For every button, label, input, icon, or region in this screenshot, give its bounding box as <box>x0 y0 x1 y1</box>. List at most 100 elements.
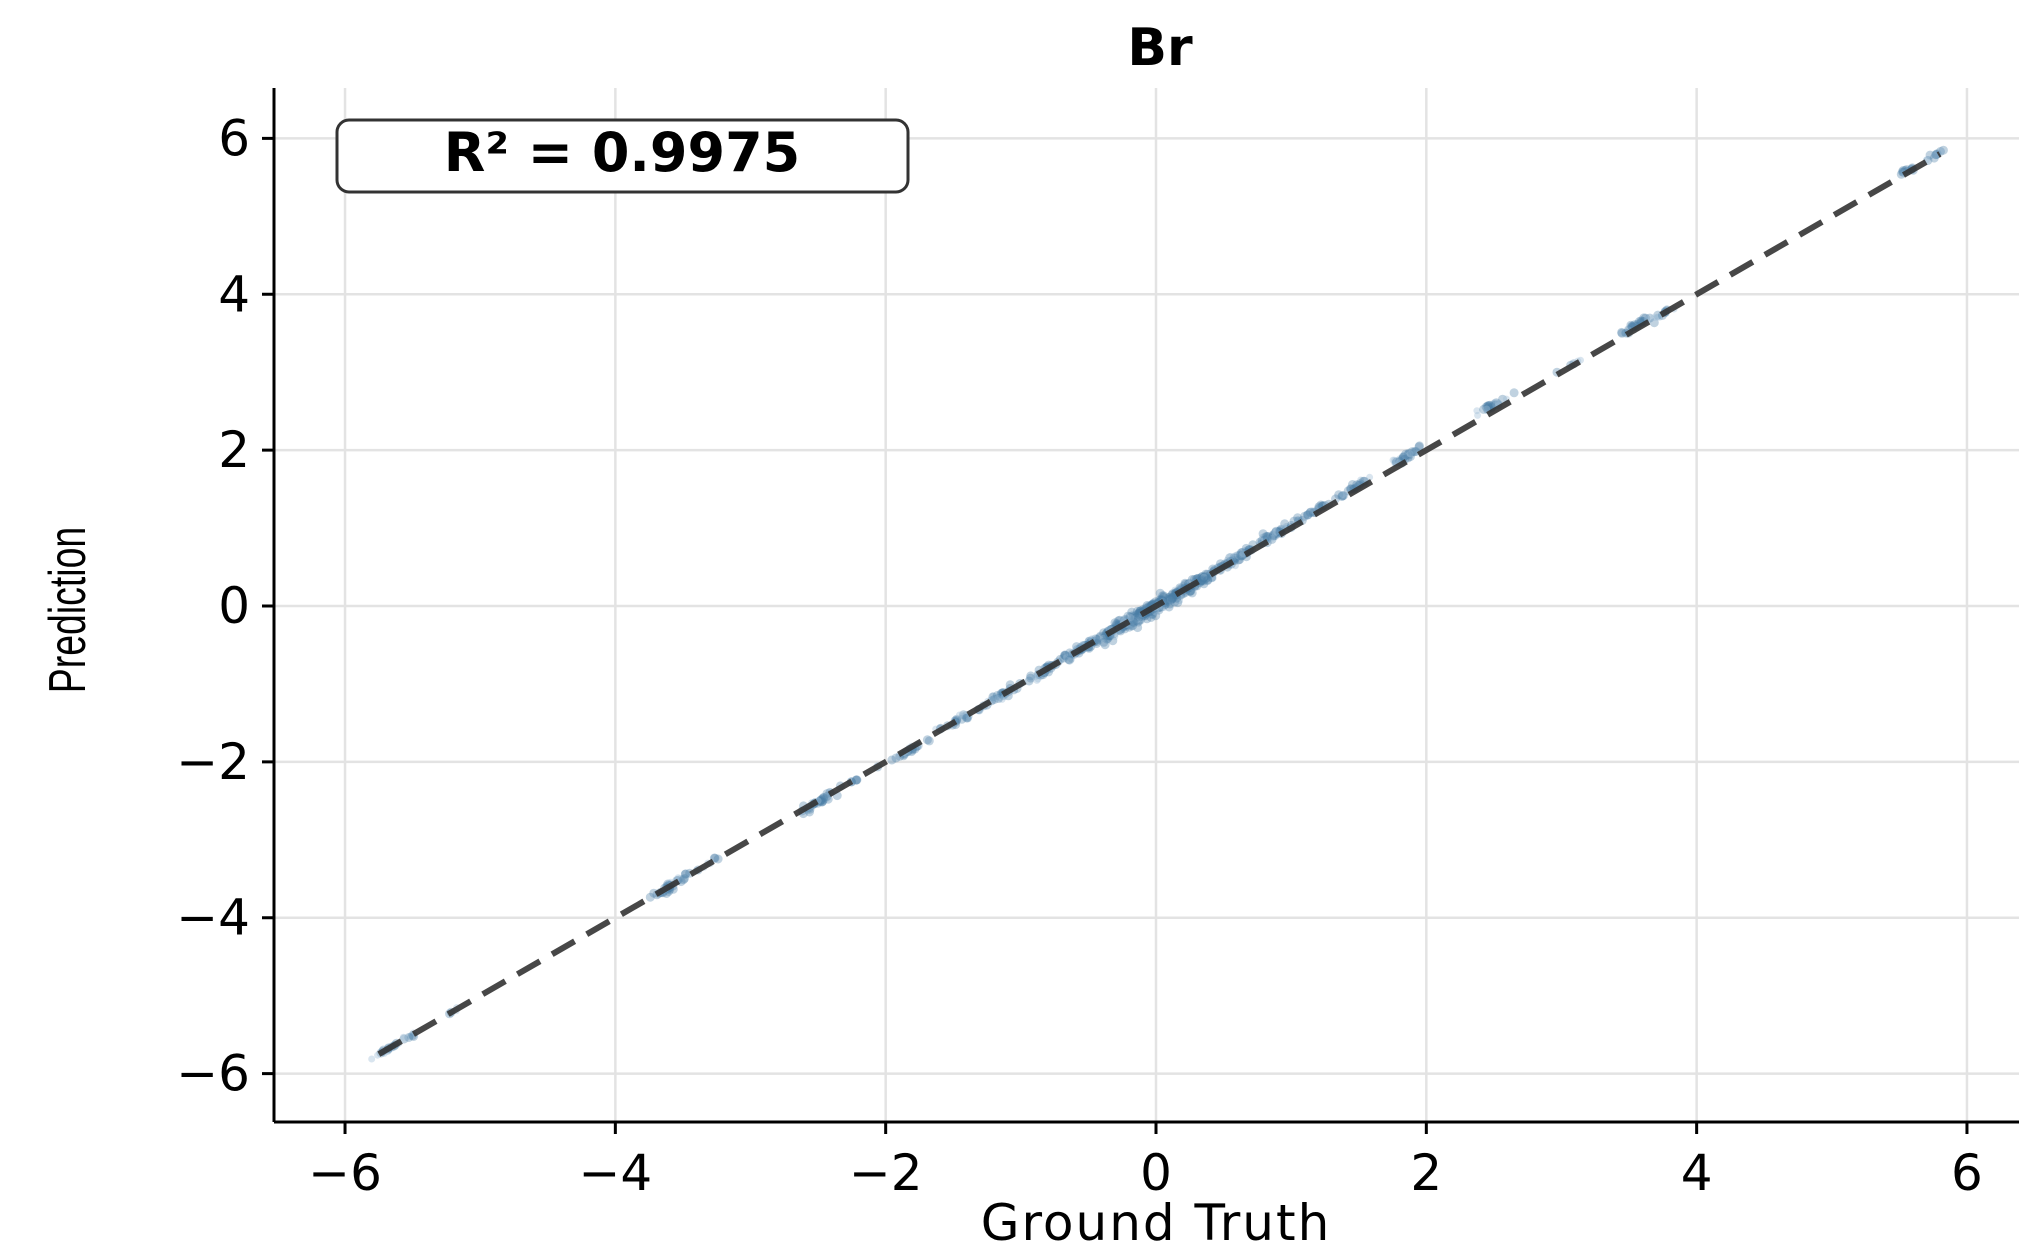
scatter-point <box>680 869 690 879</box>
scatter-point <box>1167 590 1177 600</box>
scatter-point <box>818 793 828 803</box>
scatter-point <box>961 714 969 721</box>
scatter-point <box>1483 402 1493 412</box>
scatter-point <box>1348 480 1357 489</box>
scatter-point <box>957 714 967 724</box>
scatter-point <box>1198 576 1208 586</box>
scatter-point <box>1031 673 1039 681</box>
scatter-point <box>956 711 963 719</box>
scatter-point <box>1473 407 1481 415</box>
scatter-point <box>1268 534 1276 542</box>
scatter-point <box>1133 623 1143 633</box>
scatter-point <box>1170 593 1178 601</box>
r2-annotation-box: R² = 0.9975 <box>335 118 910 194</box>
scatter-point <box>1034 675 1042 683</box>
scatter-point <box>1937 147 1945 155</box>
scatter-point <box>1199 579 1209 589</box>
scatter-point <box>1167 593 1177 602</box>
scatter-point <box>1474 411 1482 419</box>
scatter-point <box>1491 398 1501 408</box>
scatter-point <box>1270 531 1280 541</box>
scatter-point <box>399 1033 407 1041</box>
scatter-point <box>1268 533 1275 541</box>
scatter-point <box>959 710 968 720</box>
scatter-point <box>1129 610 1137 618</box>
scatter-point <box>1026 673 1036 683</box>
scatter-point <box>1479 404 1489 414</box>
scatter-point <box>816 796 826 806</box>
scatter-point <box>1269 531 1279 541</box>
scatter-point <box>1398 452 1408 462</box>
scatter-point <box>1406 450 1414 458</box>
scatter-point <box>817 797 827 807</box>
scatter-point <box>1065 648 1075 658</box>
scatter-point <box>996 691 1004 699</box>
scatter-point <box>818 794 826 802</box>
scatter-point <box>645 892 655 902</box>
scatter-point <box>1401 449 1411 459</box>
scatter-point <box>1128 621 1138 631</box>
scatter-point <box>819 795 829 805</box>
scatter-point <box>1170 597 1180 607</box>
scatter-point <box>1133 617 1143 627</box>
y-tick-label: 2 <box>218 421 250 479</box>
r2-annotation-text: R² = 0.9975 <box>444 121 800 184</box>
scatter-point <box>1063 653 1070 661</box>
x-tick-label: −2 <box>849 1144 923 1202</box>
scatter-point <box>1165 592 1175 602</box>
scatter-point <box>1396 455 1403 463</box>
scatter-point <box>1203 576 1213 586</box>
scatter-point <box>819 798 827 806</box>
scatter-point <box>1168 593 1176 601</box>
scatter-point <box>1127 607 1137 617</box>
scatter-point <box>1305 508 1315 518</box>
scatter-point <box>887 755 897 765</box>
scatter-point <box>822 794 830 802</box>
scatter-point <box>1128 617 1138 627</box>
scatter-point <box>1134 614 1142 622</box>
scatter-point <box>1232 554 1240 562</box>
scatter-point <box>1404 450 1414 460</box>
scatter-point <box>1066 652 1074 660</box>
identity-reference-line <box>377 151 1942 1057</box>
scatter-point <box>994 694 1002 702</box>
scatter-point <box>1132 618 1140 626</box>
scatter-point <box>1134 611 1142 619</box>
scatter-point <box>1262 532 1272 541</box>
scatter-point <box>1130 611 1140 621</box>
scatter-point <box>1306 509 1314 517</box>
scatter-point <box>924 736 934 746</box>
scatter-point <box>1208 575 1216 583</box>
scatter-point <box>1269 530 1278 540</box>
scatter-point <box>1483 405 1491 413</box>
scatter-point <box>816 795 826 804</box>
scatter-point <box>1485 400 1495 410</box>
x-tick-label: −4 <box>578 1144 652 1202</box>
scatter-point <box>992 691 1002 700</box>
scatter-point <box>1410 447 1419 457</box>
scatter-point <box>1061 650 1070 660</box>
scatter-point <box>818 797 827 807</box>
scatter-point <box>1650 314 1658 322</box>
scatter-point <box>1158 591 1168 601</box>
scatter-point <box>1167 594 1177 604</box>
scatter-point <box>1131 612 1139 620</box>
scatter-point <box>1128 617 1136 625</box>
scatter-point <box>1234 555 1244 565</box>
scatter-point <box>998 695 1006 703</box>
scatter-point <box>1166 593 1176 603</box>
scatter-point <box>1123 611 1133 621</box>
scatter-point <box>1095 633 1105 642</box>
scatter-point <box>1099 628 1109 638</box>
scatter-point <box>922 735 932 745</box>
scatter-point <box>1111 633 1119 641</box>
scatter-point <box>1134 615 1142 623</box>
scatter-point <box>1338 491 1348 501</box>
scatter-point <box>1197 576 1207 586</box>
r2-annotation-frame <box>335 118 910 194</box>
scatter-point <box>399 1034 409 1044</box>
scatter-point <box>816 796 823 804</box>
scatter-point <box>1236 548 1246 558</box>
